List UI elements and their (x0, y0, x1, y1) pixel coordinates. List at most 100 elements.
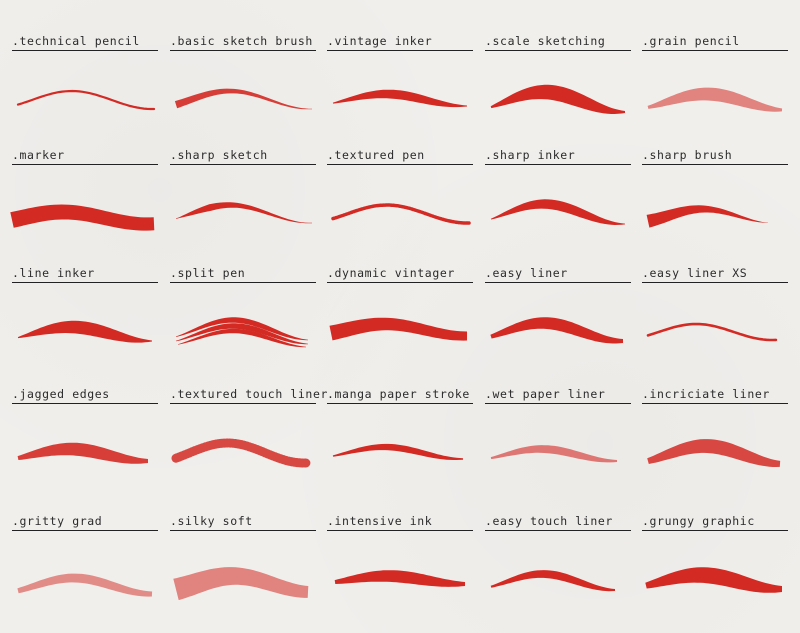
brush-swatch: .incriciate liner (642, 387, 788, 503)
brush-stroke-shape (490, 317, 623, 344)
brush-swatch: .silky soft (170, 514, 316, 630)
brush-swatch: .easy liner XS (642, 266, 788, 382)
brush-stroke-sample (175, 202, 312, 224)
brush-swatch: .intensive ink (327, 514, 473, 630)
label-underline (485, 50, 631, 51)
brush-stroke-shape (647, 439, 781, 467)
brush-stroke-shape (490, 445, 617, 463)
brush-name-label: .sharp inker (485, 148, 576, 162)
brush-swatch: .gritty grad (12, 514, 158, 630)
brush-swatch: .scale sketching (485, 34, 631, 150)
brush-swatch: .easy touch liner (485, 514, 631, 630)
label-underline (170, 164, 316, 165)
brush-swatch: .easy liner (485, 266, 631, 382)
brush-name-label: .manga paper stroke (327, 387, 470, 401)
brush-stroke-sample (171, 438, 311, 468)
label-underline (485, 164, 631, 165)
brush-name-label: .vintage inker (327, 34, 433, 48)
brush-stroke-shape (173, 567, 309, 601)
brush-stroke-sample (490, 84, 625, 114)
brush-name-label: .grain pencil (642, 34, 740, 48)
brush-stroke-shape (332, 443, 463, 460)
brush-name-label: .line inker (12, 266, 95, 280)
brush-stroke-shape (17, 573, 153, 597)
brush-stroke-shape (175, 323, 308, 345)
brush-stroke-shape (329, 317, 467, 341)
brush-swatch: .manga paper stroke (327, 387, 473, 503)
brush-name-label: .silky soft (170, 514, 253, 528)
label-underline (642, 164, 788, 165)
brush-swatch: .dynamic vintager (327, 266, 473, 382)
label-underline (642, 50, 788, 51)
brush-name-label: .dynamic vintager (327, 266, 455, 280)
brush-name-label: .sharp sketch (170, 148, 268, 162)
brush-stroke-sample (175, 317, 308, 348)
brush-stroke-shape (332, 89, 467, 108)
brush-swatch: .line inker (12, 266, 158, 382)
brush-stroke-sample (16, 89, 156, 111)
brush-swatch: .sharp sketch (170, 148, 316, 264)
brush-stroke-line (646, 322, 778, 342)
brush-stroke-sample (490, 570, 615, 592)
brush-stroke-shape (334, 570, 465, 587)
label-underline (642, 403, 788, 404)
brush-swatch: .split pen (170, 266, 316, 382)
brush-stroke-sample (329, 317, 467, 341)
label-underline (327, 50, 473, 51)
brush-stroke-sample (334, 570, 465, 587)
brush-name-label: .textured pen (327, 148, 425, 162)
label-underline (170, 282, 316, 283)
brush-stroke-sample (17, 320, 153, 343)
brush-stroke-sample (332, 443, 463, 460)
brush-name-label: .grungy graphic (642, 514, 755, 528)
brush-stroke-sample (490, 445, 617, 463)
label-underline (12, 282, 158, 283)
brush-name-label: .sharp brush (642, 148, 733, 162)
brush-stroke-sample (646, 322, 778, 342)
brush-name-label: .marker (12, 148, 65, 162)
label-underline (12, 164, 158, 165)
brush-name-label: .split pen (170, 266, 246, 280)
brush-stroke-sample (174, 88, 312, 110)
brush-swatch: .grungy graphic (642, 514, 788, 630)
brush-stroke-shape (645, 567, 782, 593)
brush-name-label: .wet paper liner (485, 387, 606, 401)
brush-swatch: .sharp brush (642, 148, 788, 264)
label-underline (170, 403, 316, 404)
label-underline (327, 530, 473, 531)
brush-stroke-sample (490, 317, 623, 344)
brush-stroke-shape (10, 204, 155, 231)
brush-stroke-shape (646, 205, 768, 228)
brush-swatch: .grain pencil (642, 34, 788, 150)
brush-swatch: .jagged edges (12, 387, 158, 503)
brush-stroke-sample (646, 205, 768, 228)
brush-stroke-shape (17, 442, 148, 464)
brush-swatch: .textured touch liner (170, 387, 328, 503)
brush-name-label: .textured touch liner (170, 387, 328, 401)
brush-stroke-sample (647, 87, 783, 112)
brush-stroke-shape (490, 570, 615, 592)
brush-name-label: .gritty grad (12, 514, 103, 528)
brush-stroke-shape (174, 88, 312, 110)
brush-stroke-sample (645, 567, 782, 593)
brush-name-label: .incriciate liner (642, 387, 770, 401)
brush-name-label: .technical pencil (12, 34, 140, 48)
brush-swatch: .sharp inker (485, 148, 631, 264)
brush-stroke-shape (490, 84, 625, 114)
brush-name-label: .scale sketching (485, 34, 606, 48)
label-underline (12, 530, 158, 531)
brush-stroke-line (331, 203, 471, 225)
brush-name-label: .easy liner (485, 266, 568, 280)
brush-stroke-sample (490, 199, 625, 225)
brush-swatch: .marker (10, 148, 158, 264)
label-underline (485, 403, 631, 404)
label-underline (485, 282, 631, 283)
label-underline (170, 530, 316, 531)
brush-name-label: .basic sketch brush (170, 34, 313, 48)
brush-name-label: .easy liner XS (642, 266, 748, 280)
label-underline (642, 282, 788, 283)
brush-stroke-sample (17, 573, 153, 597)
brush-stroke-shape (177, 328, 306, 348)
brush-stroke-line (16, 89, 156, 111)
brush-stroke-sample (173, 567, 309, 601)
